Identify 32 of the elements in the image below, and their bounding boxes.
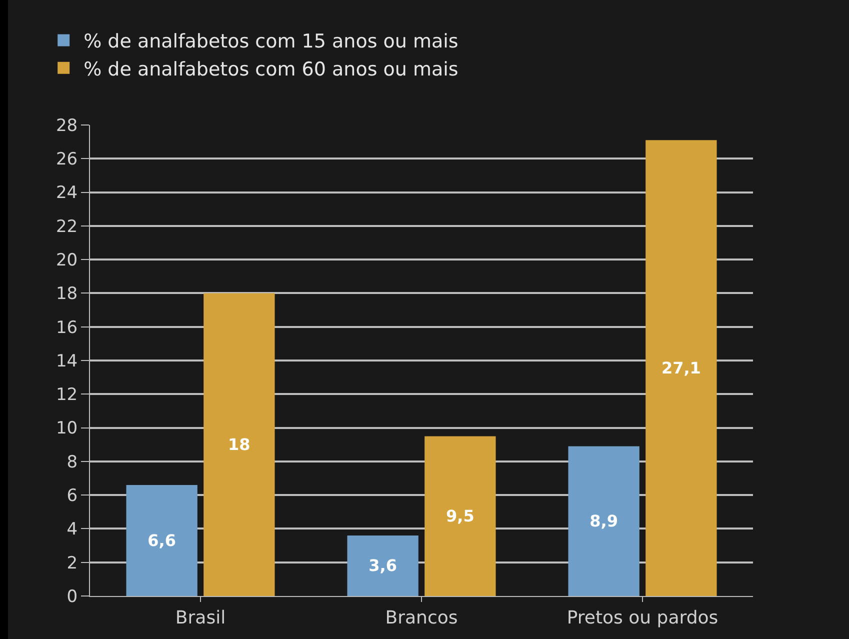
y-tick-label: 18	[56, 284, 78, 304]
data-label: 9,5	[446, 506, 474, 526]
y-tick-label: 0	[66, 586, 78, 607]
data-label: 6,6	[148, 530, 176, 550]
bar	[347, 535, 418, 596]
bar	[204, 293, 275, 596]
y-tick-label: 10	[56, 418, 78, 439]
x-tick-label: Brancos	[385, 608, 458, 629]
data-label: 27,1	[661, 358, 701, 378]
data-label: 3,6	[368, 556, 397, 576]
y-tick-label: 22	[56, 216, 78, 237]
legend-label: % de analfabetos com 15 anos ou mais	[84, 30, 458, 53]
y-tick-label: 12	[56, 385, 78, 406]
y-tick-label: 2	[66, 553, 78, 574]
bar	[126, 484, 198, 596]
data-label: 8,9	[590, 512, 618, 531]
y-tick-label: 6	[66, 486, 78, 506]
bar	[646, 140, 717, 596]
bar	[568, 446, 640, 596]
y-tick-label: 16	[56, 318, 78, 338]
y-tick-label: 20	[56, 250, 78, 271]
legend-label: % de analfabetos com 60 anos ou mais	[84, 58, 458, 80]
x-tick-label: Brasil	[175, 608, 226, 629]
y-tick-label: 14	[56, 351, 78, 372]
y-tick-label: 8	[66, 452, 78, 472]
data-label: 18	[228, 435, 250, 454]
x-tick-label: Pretos ou pardos	[566, 608, 718, 629]
y-tick-label: 4	[66, 520, 78, 540]
y-tick-label: 24	[56, 183, 78, 204]
y-tick-label: 26	[56, 150, 78, 170]
y-tick-label: 28	[56, 116, 78, 136]
bar	[424, 436, 496, 596]
